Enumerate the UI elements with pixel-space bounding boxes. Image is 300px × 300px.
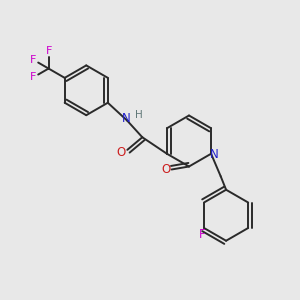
Text: F: F — [30, 55, 37, 65]
Text: F: F — [45, 46, 52, 56]
Text: O: O — [117, 146, 126, 159]
Text: N: N — [210, 148, 218, 161]
Text: F: F — [30, 72, 37, 82]
Text: F: F — [199, 228, 206, 241]
Text: N: N — [122, 112, 130, 125]
Text: O: O — [161, 163, 170, 176]
Text: H: H — [135, 110, 142, 120]
